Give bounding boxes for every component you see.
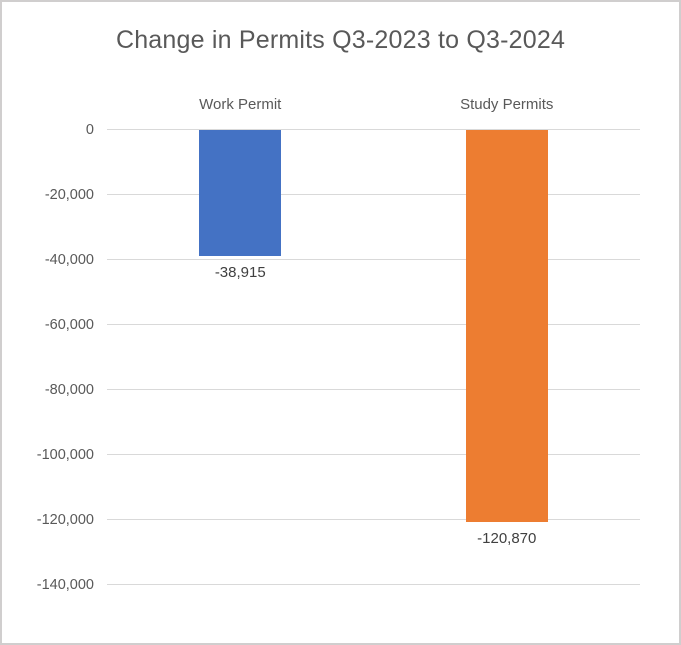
bar-work-permit <box>199 129 282 256</box>
bar-study-permits <box>465 129 548 523</box>
y-axis-tick-label: -120,000 <box>36 511 94 528</box>
y-axis-tick-label: -80,000 <box>44 381 94 398</box>
category-label-study-permits: Study Permits <box>460 95 554 113</box>
y-gridline <box>107 388 640 391</box>
y-gridline <box>107 258 640 261</box>
y-axis-tick-label: -40,000 <box>44 251 94 268</box>
category-label-work-permit: Work Permit <box>199 95 282 113</box>
y-axis-tick-label: 0 <box>85 121 94 138</box>
y-gridline <box>107 128 640 131</box>
y-gridline <box>107 583 640 586</box>
chart-title: Change in Permits Q3-2023 to Q3-2024 <box>115 26 566 54</box>
y-axis-tick-label: -60,000 <box>44 316 94 333</box>
y-gridline <box>107 518 640 521</box>
y-gridline <box>107 453 640 456</box>
y-axis-tick-label: -100,000 <box>36 446 94 463</box>
y-axis-tick-label: -140,000 <box>36 576 94 593</box>
data-label-study-permits: -120,870 <box>477 530 537 548</box>
y-axis-tick-label: -20,000 <box>44 186 94 203</box>
y-gridline <box>107 193 640 196</box>
y-gridline <box>107 323 640 326</box>
data-label-work-permit: -38,915 <box>214 263 266 281</box>
